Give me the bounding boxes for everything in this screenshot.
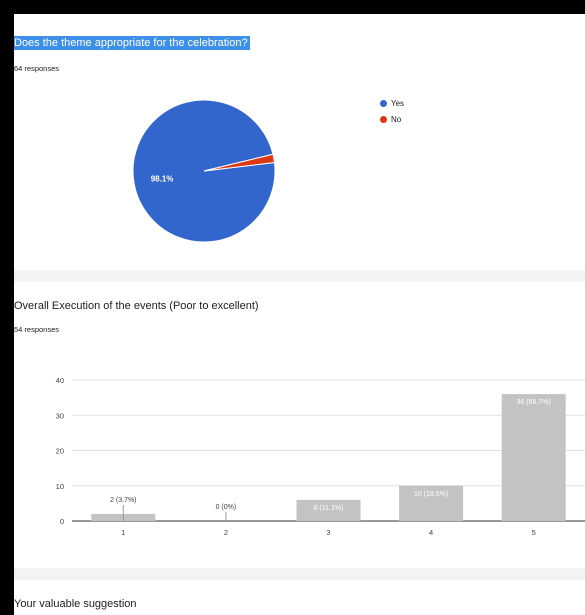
x-tick-label: 1 (121, 528, 125, 537)
screen-frame-top (0, 0, 585, 14)
y-tick-label: 20 (56, 447, 64, 456)
x-tick-label: 5 (532, 528, 536, 537)
question-title: Your valuable suggestion (14, 598, 137, 610)
y-tick-label: 0 (60, 517, 64, 526)
bar-data-label: 0 (0%) (216, 504, 237, 511)
legend-item-yes[interactable]: Yes (380, 99, 404, 108)
question-title: Overall Execution of the events (Poor to… (14, 300, 259, 312)
legend-label-no: No (391, 115, 402, 124)
bar-data-label: 10 (18.5%) (414, 491, 448, 498)
legend-dot-no (380, 116, 387, 123)
form-responses-page[interactable]: Does the theme appropriate for the celeb… (14, 14, 585, 615)
question-card-suggestion: Your valuable suggestion (14, 580, 585, 615)
pie-chart: 98.1% (132, 99, 276, 243)
legend-label-yes: Yes (391, 99, 405, 108)
legend-item-no[interactable]: No (380, 115, 401, 124)
question-card-execution: Overall Execution of the events (Poor to… (14, 282, 585, 568)
bar-data-label: 2 (3.7%) (110, 497, 136, 504)
y-tick-label: 40 (56, 376, 64, 385)
bar-3[interactable] (296, 499, 361, 521)
y-tick-label: 10 (56, 482, 64, 491)
y-tick-label: 30 (56, 411, 64, 420)
response-count: 54 responses (14, 325, 60, 334)
bar-5[interactable] (501, 394, 566, 521)
pie-slice-no[interactable] (203, 153, 276, 172)
bar-4[interactable] (399, 485, 464, 521)
x-tick-label: 4 (429, 528, 433, 537)
question-card-theme: Does the theme appropriate for the celeb… (14, 14, 585, 270)
x-tick-label: 2 (224, 528, 228, 537)
bar-data-label: 36 (66.7%) (517, 399, 551, 406)
x-tick-label: 3 (326, 528, 330, 537)
legend-dot-yes (380, 100, 387, 107)
screen-frame-left (0, 0, 14, 615)
bar-data-label: 6 (11.1%) (314, 505, 344, 512)
pie-slice-label: 98.1% (151, 175, 174, 184)
response-count: 64 responses (14, 64, 60, 73)
question-title: Does the theme appropriate for the celeb… (14, 36, 250, 50)
bar-chart: 0 10 20 30 40 2 (3.7%) 1 0 (0%) 2 6 (11.1%) 3 10 (1… (56, 376, 585, 537)
